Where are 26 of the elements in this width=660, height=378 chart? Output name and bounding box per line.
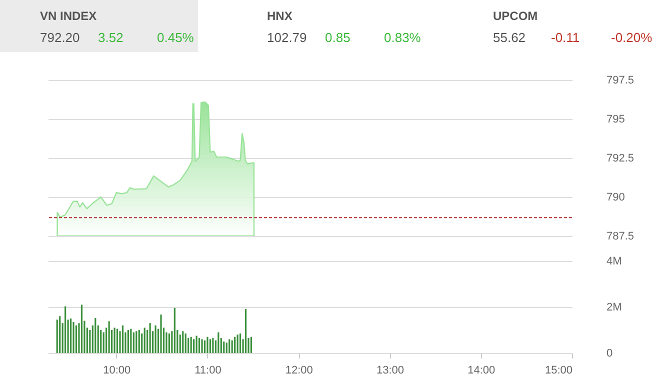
- text: -0.11: [551, 30, 580, 45]
- text: 0.83%: [384, 30, 422, 45]
- y-tick-label: 790: [606, 192, 625, 204]
- y-tick-label: 792.5: [606, 152, 634, 164]
- x-tick-label: 14:00: [468, 364, 496, 376]
- text: 0.45%: [157, 30, 194, 45]
- y-tick-label: 0: [606, 348, 613, 360]
- text: VN INDEX: [40, 9, 97, 23]
- text: 0.85: [325, 30, 350, 45]
- y-tick-label: 4M: [606, 256, 622, 268]
- x-tick-label: 12:00: [285, 364, 313, 376]
- text: 3.52: [98, 30, 124, 45]
- text: 792.20: [40, 30, 80, 45]
- x-tick-label: 15:00: [544, 364, 572, 376]
- y-tick-label: 797.5: [606, 74, 634, 86]
- x-tick-label: 10:00: [103, 364, 131, 376]
- text: UPCOM: [493, 9, 538, 23]
- text: -0.20%: [611, 30, 653, 45]
- text: HNX: [267, 9, 292, 23]
- y-tick-label: 2M: [606, 302, 622, 314]
- x-tick-label: 13:00: [376, 364, 404, 376]
- y-tick-label: 795: [606, 114, 625, 126]
- text: 102.79: [267, 30, 307, 45]
- x-tick-label: 11:00: [194, 364, 222, 376]
- y-tick-label: 787.5: [606, 230, 634, 242]
- text: 55.62: [493, 30, 526, 45]
